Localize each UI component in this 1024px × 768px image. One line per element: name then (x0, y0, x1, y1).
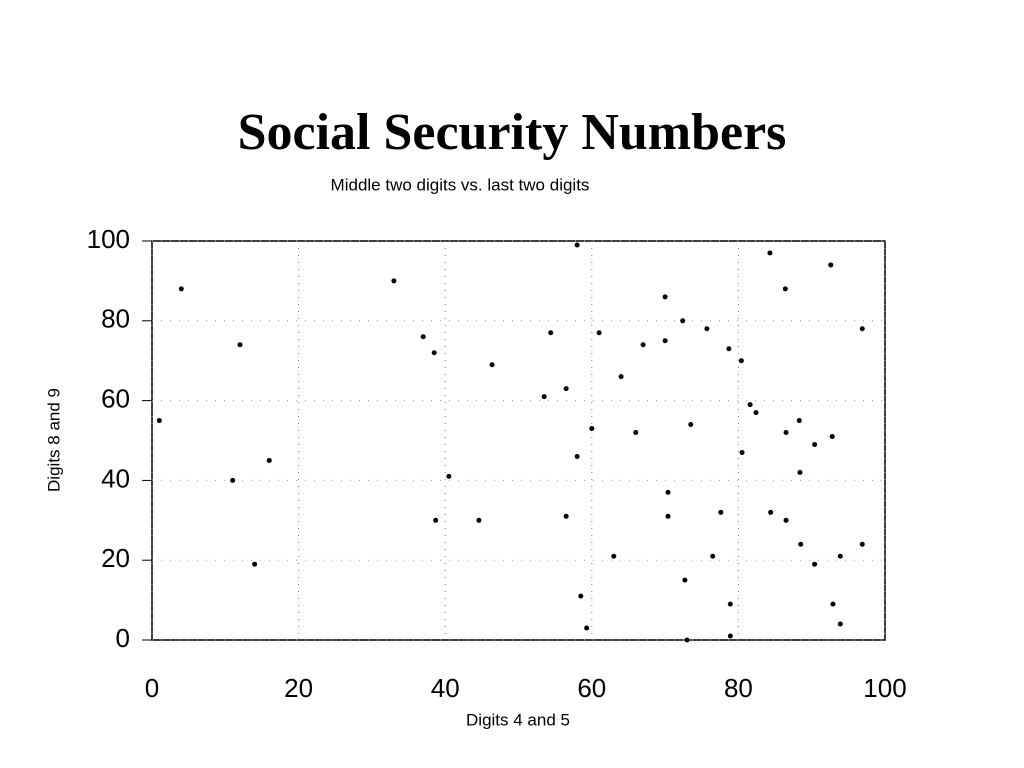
scatter-point (391, 278, 397, 284)
scatter-point (796, 418, 802, 424)
y-axis-label: Digits 8 and 9 (44, 388, 63, 492)
scatter-point (783, 430, 789, 436)
plot-frame (151, 240, 886, 641)
scatter-point (563, 513, 569, 519)
scatter-point (665, 513, 671, 519)
scatter-point (433, 517, 439, 523)
y-tick-label: 0 (116, 623, 130, 653)
x-tick-label: 0 (145, 673, 159, 703)
scatter-point (489, 362, 495, 368)
scatter-point (830, 601, 836, 607)
scatter-point (726, 346, 732, 352)
scatter-point (684, 637, 690, 643)
scatter-point (662, 294, 668, 300)
scatter-point (541, 394, 547, 400)
scatter-point (704, 326, 710, 332)
slide-title: Social Security Numbers (238, 104, 787, 161)
scatter-point (252, 561, 258, 567)
x-tick-label: 100 (863, 673, 906, 703)
scatter-point (797, 469, 803, 475)
y-tick-label: 20 (101, 543, 130, 573)
x-axis-label: Digits 4 and 5 (466, 710, 570, 729)
scatter-point (266, 457, 272, 463)
scatter-point (596, 330, 602, 336)
scatter-point (682, 577, 688, 583)
scatter-point (574, 453, 580, 459)
scatter-point (783, 517, 789, 523)
scatter-point (584, 625, 590, 631)
scatter-point (753, 410, 759, 416)
scatter-point (727, 601, 733, 607)
scatter-point (828, 262, 834, 268)
scatter-point (589, 426, 595, 432)
scatter-point (837, 621, 843, 627)
x-tick-label: 80 (724, 673, 753, 703)
scatter-point (178, 286, 184, 292)
scatter-point (563, 386, 569, 392)
x-tick-label: 40 (431, 673, 460, 703)
scatter-point (727, 633, 733, 639)
scatter-point (618, 374, 624, 380)
scatter-point (230, 477, 236, 483)
scatter-point (578, 593, 584, 599)
scatter-point (739, 449, 745, 455)
scatter-point (688, 422, 694, 428)
scatter-point (476, 517, 482, 523)
scatter-point (156, 418, 162, 424)
y-tick-label: 100 (87, 224, 130, 254)
scatter-point (782, 286, 788, 292)
scatter-point (738, 358, 744, 364)
scatter-point (768, 509, 774, 515)
scatter-point (665, 489, 671, 495)
scatter-point (859, 541, 865, 547)
y-tick-label: 60 (101, 383, 130, 413)
scatter-point (611, 553, 617, 559)
scatter-point (747, 402, 753, 408)
scatter-point (633, 430, 639, 436)
scatter-point (662, 338, 668, 344)
x-tick-label: 20 (284, 673, 313, 703)
chart-subtitle: Middle two digits vs. last two digits (331, 175, 590, 194)
y-tick-label: 80 (101, 304, 130, 334)
scatter-point (574, 242, 580, 248)
scatter-point (446, 473, 452, 479)
y-tick-label: 40 (101, 463, 130, 493)
scatter-point (680, 318, 686, 324)
scatter-point (837, 553, 843, 559)
scatter-point (718, 509, 724, 515)
scatter-point (237, 342, 243, 348)
scatter-point (859, 326, 865, 332)
scatter-point (812, 441, 818, 447)
scatter-point (798, 541, 804, 547)
x-tick-label: 60 (577, 673, 606, 703)
scatter-point (548, 330, 554, 336)
scatter-point (767, 250, 773, 256)
scatter-point (431, 350, 437, 356)
scatter-point (812, 561, 818, 567)
scatter-point (640, 342, 646, 348)
scatter-point (710, 553, 716, 559)
scatter-point (420, 334, 426, 340)
scatter-point (829, 434, 835, 440)
